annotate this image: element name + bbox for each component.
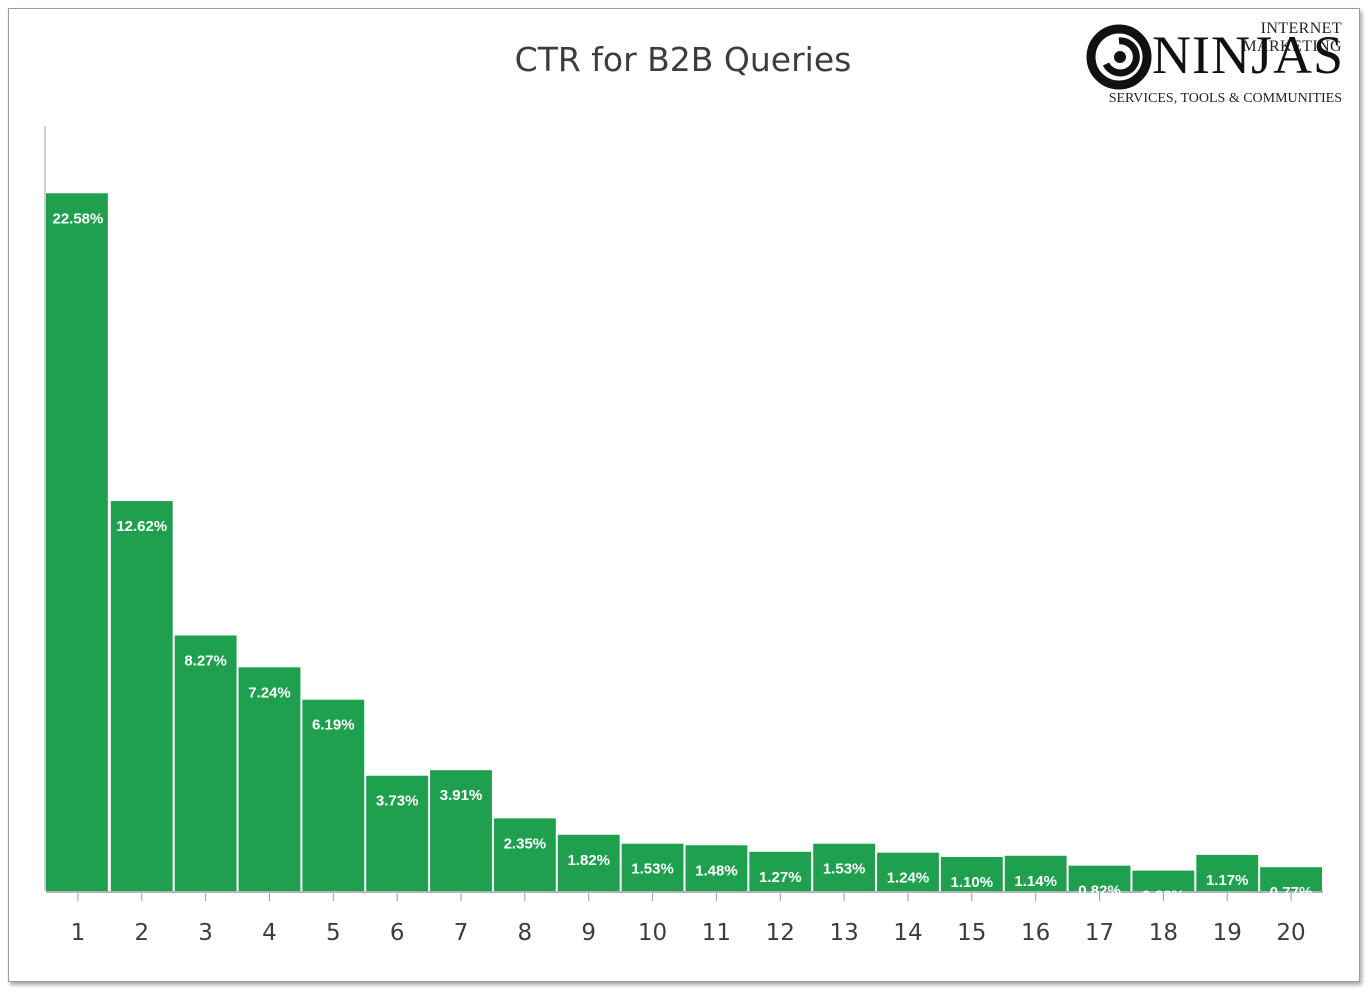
x-tick-label: 11 [702, 920, 731, 946]
bar-value-label: 1.53% [631, 861, 674, 878]
bar-15 [940, 857, 1003, 891]
bar-value-label: 1.17% [1206, 872, 1249, 889]
x-tick-label: 10 [638, 920, 667, 946]
bar-7 [430, 770, 492, 891]
bar-14 [877, 852, 939, 891]
x-tick-label: 15 [957, 920, 986, 946]
bar-3 [174, 635, 237, 891]
bar-value-label: 0.77% [1270, 884, 1313, 901]
x-tick-label: 18 [1149, 920, 1178, 946]
bar-5 [302, 699, 365, 891]
bar-2 [110, 501, 173, 891]
bar-19 [1196, 854, 1259, 891]
bar-value-label: 2.35% [504, 835, 547, 852]
bar-value-label: 12.62% [116, 518, 167, 535]
x-tick-label: 3 [198, 920, 213, 946]
bar-value-label: 3.91% [440, 787, 483, 804]
bars-group [46, 193, 1322, 891]
x-ticks-group: 1 2 3 4 5 6 7 8 9 10 11 12 13 14 15 16 17 18 19 20 [71, 893, 1306, 946]
bar-value-label: 1.14% [1014, 873, 1057, 890]
bar-18 [1132, 870, 1195, 891]
bar-value-label: 0.82% [1078, 883, 1121, 900]
x-tick-label: 17 [1085, 920, 1114, 946]
x-tick-label: 16 [1021, 920, 1050, 946]
bar-value-label: 6.19% [312, 717, 355, 734]
bar-16 [1004, 855, 1067, 891]
x-tick-label: 13 [829, 920, 858, 946]
x-tick-label: 19 [1213, 920, 1242, 946]
bar-11 [685, 845, 748, 891]
bar-12 [749, 851, 812, 891]
brand-logo: INTERNET MARKETING NINJAS SERVICES, TOOL… [1082, 16, 1344, 112]
swirl-logo-icon [1086, 24, 1152, 90]
x-tick-label: 4 [262, 920, 277, 946]
x-tick-label: 20 [1276, 920, 1305, 946]
bar-value-label: 7.24% [248, 684, 291, 701]
x-tick-label: 1 [71, 920, 86, 946]
bar-6 [366, 775, 429, 891]
x-tick-label: 7 [454, 920, 469, 946]
bar-value-label: 3.73% [376, 793, 419, 810]
bar-value-label: 1.24% [887, 870, 930, 887]
x-tick-label: 5 [326, 920, 341, 946]
bar-20 [1260, 867, 1322, 891]
bar-4 [238, 667, 301, 891]
bar-value-label: 1.53% [823, 861, 866, 878]
bar-13 [813, 843, 876, 891]
bar-1 [46, 193, 108, 891]
logo-top-text: INTERNET MARKETING [1242, 20, 1342, 55]
logo-bottom-text: SERVICES, TOOLS & COMMUNITIES [1108, 91, 1342, 106]
chart-title: CTR for B2B Queries [514, 40, 852, 79]
bar-value-label: 1.10% [951, 874, 994, 891]
x-tick-label: 14 [893, 920, 922, 946]
x-tick-label: 9 [581, 920, 596, 946]
bar-value-label: 1.48% [695, 862, 738, 879]
bar-17 [1068, 865, 1131, 891]
x-tick-label: 2 [134, 920, 149, 946]
bar-value-label: 1.27% [759, 869, 802, 886]
bar-value-label: 8.27% [184, 652, 227, 669]
bar-8 [493, 818, 556, 891]
logo-main-text: NINJAS [1152, 25, 1345, 85]
bar-value-label: 22.58% [52, 210, 103, 227]
bar-9 [557, 834, 620, 891]
bar-value-label: 1.82% [567, 852, 610, 869]
x-tick-label: 8 [518, 920, 533, 946]
x-tick-label: 12 [766, 920, 795, 946]
value-labels-group: 22.58% 12.62% 8.27% 7.24% 6.19% 3.73% 3.91% 2.3… [52, 210, 1312, 904]
bar-10 [621, 843, 684, 891]
x-tick-label: 6 [390, 920, 405, 946]
